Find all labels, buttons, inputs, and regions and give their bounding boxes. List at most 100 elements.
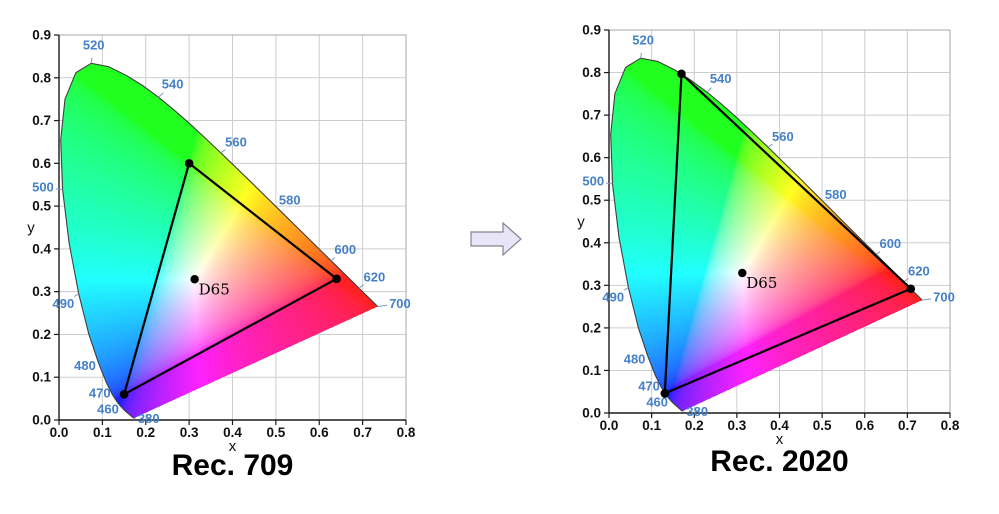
wavelength-leader-line [158, 92, 164, 98]
wavelength-label: 580 [825, 187, 847, 202]
wavelength-leader-line [606, 182, 613, 185]
wavelength-label: 700 [389, 296, 411, 311]
wavelength-label: 490 [602, 290, 624, 305]
white-point-dot [190, 275, 199, 284]
y-tick-label: 0.0 [582, 406, 601, 421]
wavelength-label: 380 [686, 404, 708, 419]
rightwards-block-arrow-icon [470, 221, 522, 257]
y-axis-label: y [577, 214, 585, 231]
red-primary-dot [332, 274, 341, 284]
x-tick-label: 0.5 [813, 418, 832, 433]
x-tick-label: 0.8 [397, 425, 416, 440]
y-tick-label: 0.4 [582, 235, 601, 250]
spectral-locus-outline [60, 62, 378, 419]
wavelength-label: 560 [225, 134, 247, 149]
x-tick-label: 0.0 [600, 418, 619, 433]
wavelength-label: 540 [162, 76, 184, 91]
wavelength-label: 580 [279, 193, 301, 208]
x-tick-label: 0.8 [941, 418, 960, 433]
x-tick-label: 0.1 [642, 418, 661, 433]
x-tick-label: 0.1 [93, 425, 112, 440]
wavelength-label: 490 [52, 296, 74, 311]
y-tick-label: 0.7 [582, 108, 601, 123]
wavelength-label: 700 [933, 290, 955, 305]
x-tick-label: 0.7 [353, 425, 372, 440]
wavelength-label: 620 [363, 270, 385, 285]
chart-title-rec-2020: Rec. 2020 [710, 445, 849, 478]
wavelength-leader-line [377, 304, 388, 308]
x-tick-label: 0.6 [310, 425, 329, 440]
wavelength-leader-line [640, 52, 642, 59]
wavelength-label: 520 [83, 37, 105, 52]
wavelength-leader-line [55, 188, 63, 191]
wavelength-label: 380 [138, 411, 160, 426]
wavelength-leader-line [220, 149, 226, 154]
white-point-dot [738, 268, 747, 278]
wavelength-leader-line [330, 257, 336, 262]
x-tick-label: 0.4 [770, 418, 789, 433]
white-point-label: D65 [199, 280, 230, 298]
y-tick-label: 0.2 [582, 320, 601, 335]
y-tick-label: 0.6 [582, 150, 601, 165]
red-primary-dot [906, 284, 916, 294]
x-tick-label: 0.4 [223, 425, 242, 440]
wavelength-leader-line [74, 293, 79, 298]
wavelength-label: 500 [582, 174, 604, 189]
wavelength-leader-line [875, 251, 881, 255]
y-tick-label: 0.3 [582, 278, 601, 293]
chart-rec-709: 0.0 0.1 0.2 0.3 0.4 0.5 0.6 0.7 0.8 0.0 0.1 0.2 0.3 0… [0, 0, 470, 514]
y-tick-label: 0.1 [32, 370, 51, 385]
wavelength-leader-line [903, 278, 909, 283]
chromaticity-horseshoe-canvas [609, 30, 950, 413]
wavelength-label: 480 [74, 358, 96, 373]
x-axis-label: x [229, 438, 237, 455]
wavelength-label: 620 [908, 263, 930, 278]
wavelength-label: 470 [89, 386, 111, 401]
x-tick-label: 0.3 [727, 418, 746, 433]
wavelength-label: 470 [638, 379, 660, 394]
y-tick-label: 0.0 [32, 413, 51, 428]
wavelength-label: 600 [334, 242, 356, 257]
wavelength-leader-line [922, 298, 932, 301]
green-primary-dot [184, 159, 194, 168]
wavelength-leader-line [767, 143, 773, 148]
x-tick-label: 0.3 [180, 425, 199, 440]
y-tick-label: 0.2 [32, 327, 51, 342]
wavelength-label: 520 [632, 32, 654, 47]
x-tick-label: 0.7 [898, 418, 917, 433]
wavelength-leader-line [90, 57, 93, 64]
blue-primary-dot [660, 389, 670, 398]
wavelength-label: 560 [772, 129, 794, 144]
x-tick-label: 0.2 [136, 425, 155, 440]
y-tick-label: 0.7 [32, 113, 51, 128]
y-tick-label: 0.9 [32, 28, 51, 43]
wavelength-label: 500 [32, 179, 54, 194]
wavelength-leader-line [827, 204, 829, 207]
chart-rec-2020: 0.0 0.1 0.2 0.3 0.4 0.5 0.6 0.7 0.8 0.0 0.1 0.2 0.3 0… [549, 0, 999, 514]
wavelength-label: 540 [710, 71, 732, 86]
wavelength-leader-line [358, 284, 365, 289]
y-tick-label: 0.1 [582, 363, 601, 378]
green-primary-dot [677, 69, 686, 79]
wavelength-label: 460 [97, 401, 119, 416]
spectral-locus-outline [610, 57, 923, 412]
y-tick-label: 0.8 [32, 70, 51, 85]
y-axis-label: y [27, 220, 35, 237]
y-tick-label: 0.4 [32, 241, 51, 256]
y-tick-label: 0.6 [32, 156, 51, 171]
x-tick-label: 0.6 [855, 418, 874, 433]
y-tick-label: 0.8 [582, 65, 601, 80]
y-tick-label: 0.5 [32, 199, 51, 214]
gamut-triangle [663, 72, 912, 395]
chart-title-rec-709: Rec. 709 [171, 449, 294, 482]
x-tick-label: 0.5 [266, 425, 285, 440]
y-tick-label: 0.5 [582, 193, 601, 208]
wavelength-label: 600 [879, 236, 901, 251]
wavelength-leader-line [280, 210, 283, 213]
y-tick-label: 0.9 [582, 23, 601, 38]
white-point-label: D65 [746, 274, 777, 292]
gamut-triangle [122, 162, 338, 396]
x-axis-label: x [776, 431, 784, 448]
wavelength-label: 480 [624, 351, 646, 366]
